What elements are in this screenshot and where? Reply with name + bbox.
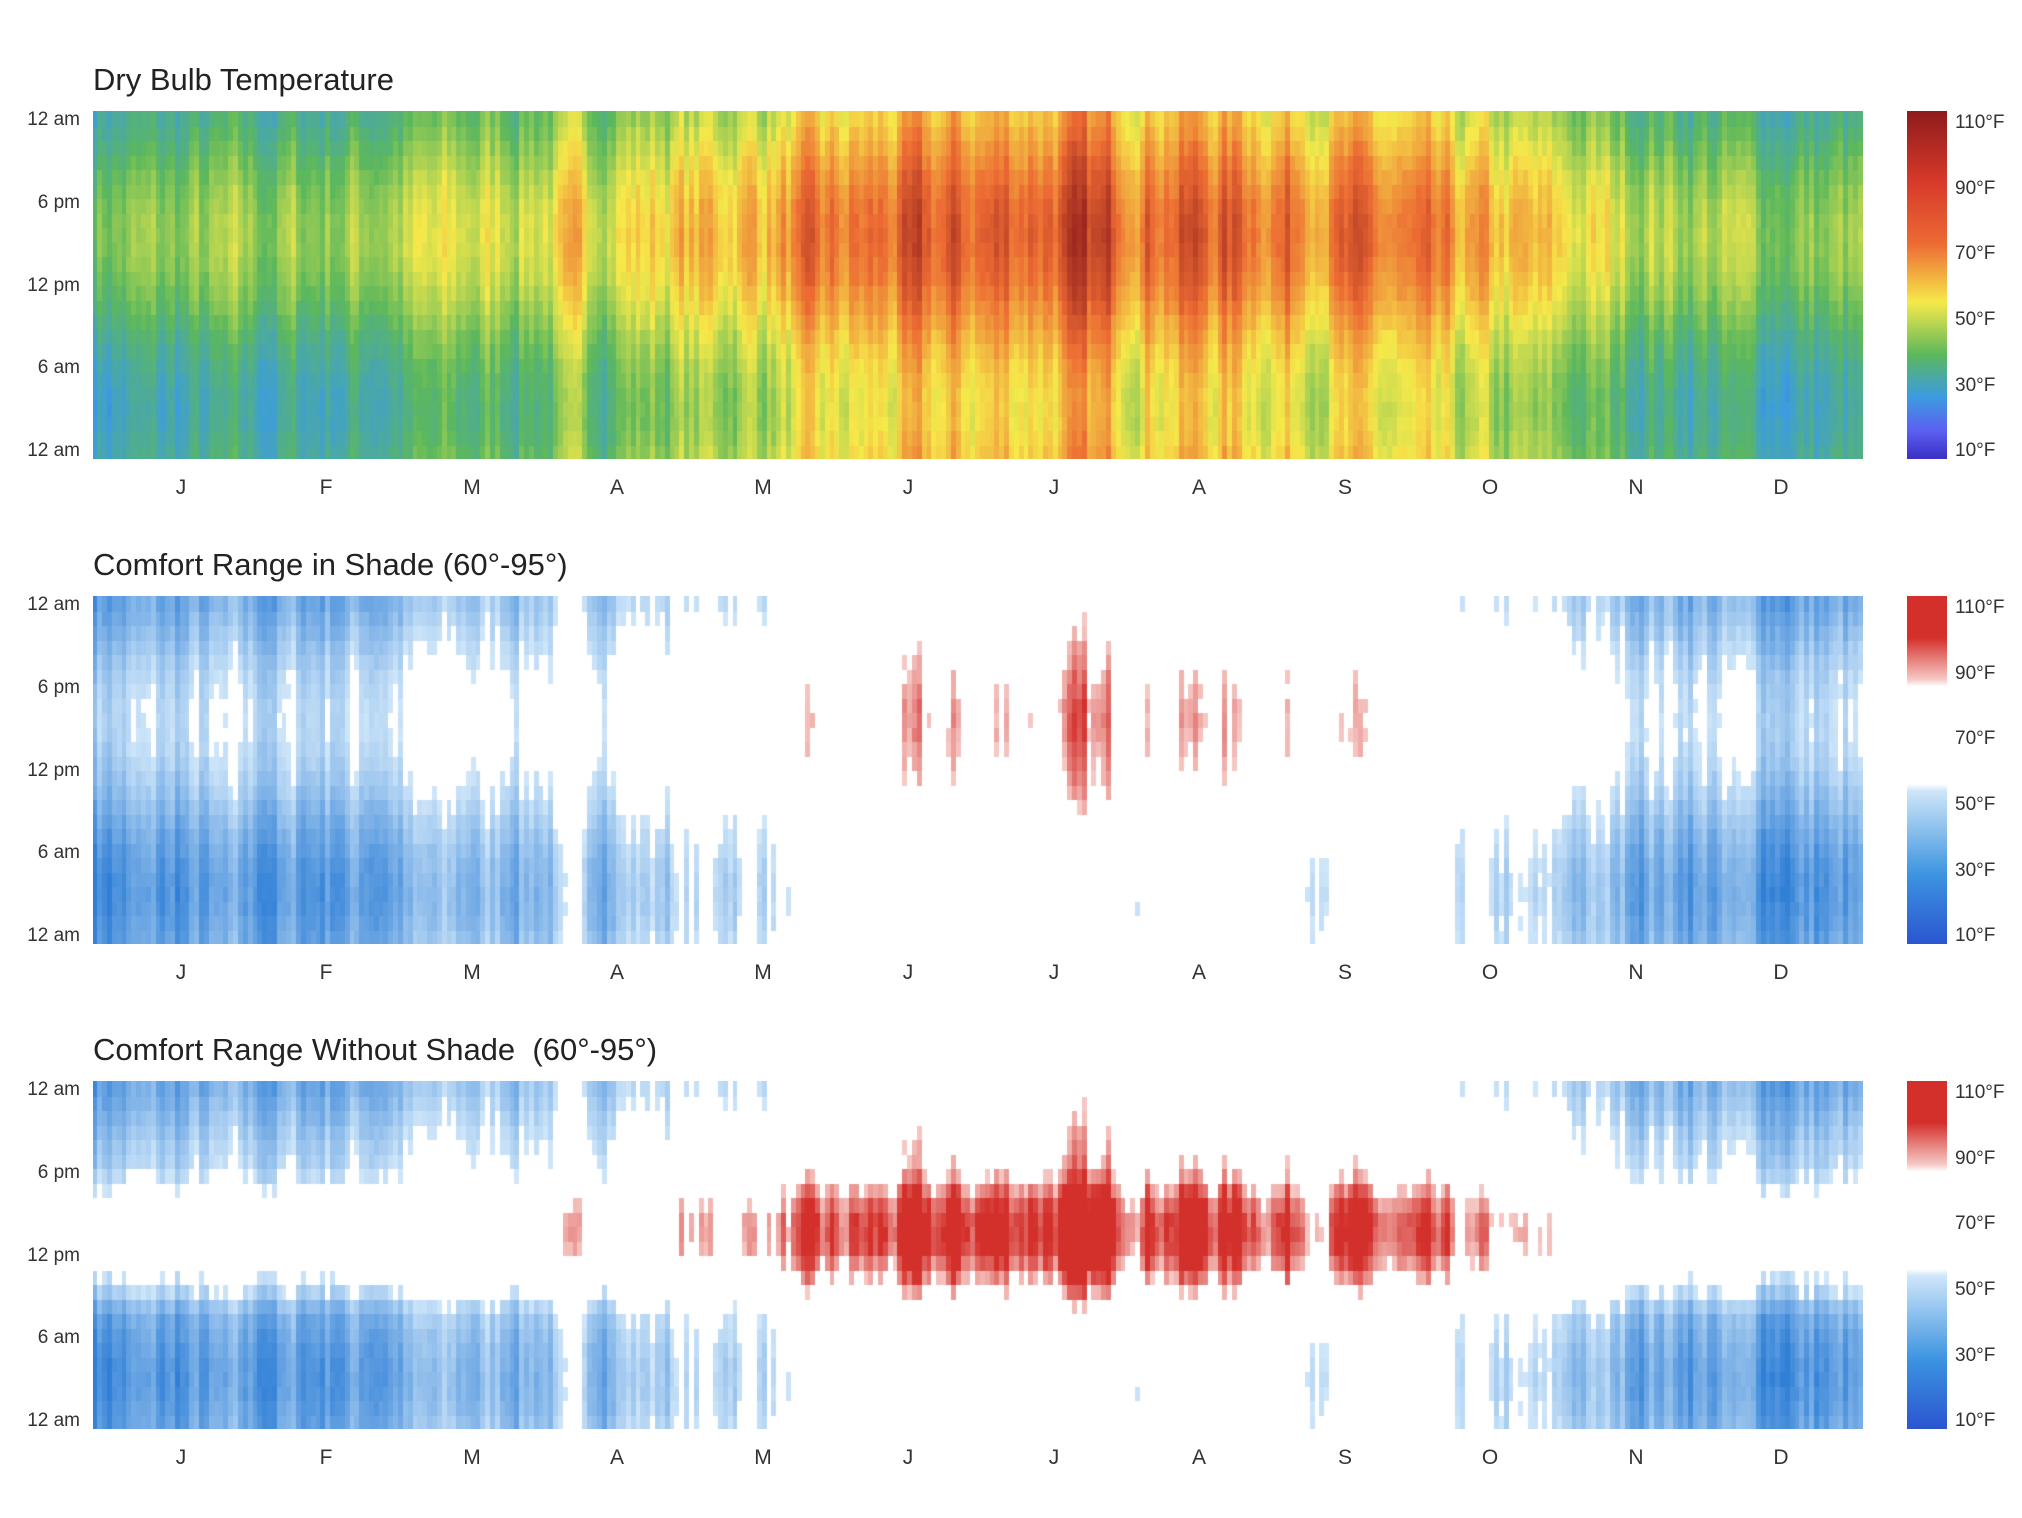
- x-tick-label: O: [1481, 476, 1499, 499]
- y-tick-label: 12 pm: [27, 1245, 80, 1266]
- x-tick-label: S: [1337, 476, 1352, 499]
- legend-label: 10°F: [1955, 440, 1996, 461]
- legend-label: 50°F: [1955, 794, 1996, 815]
- x-tick-label: M: [754, 1446, 772, 1469]
- x-tick-label: D: [1773, 1446, 1789, 1469]
- temperature-legend-bar: [1907, 111, 1947, 459]
- x-tick-label: S: [1337, 1446, 1352, 1469]
- y-tick-label: 6 pm: [37, 192, 80, 213]
- legend-label: 10°F: [1955, 1410, 1996, 1431]
- x-tick-label: J: [1048, 1446, 1060, 1469]
- x-tick-label: A: [1191, 476, 1206, 499]
- y-tick-label: 12 pm: [27, 760, 80, 781]
- x-tick-label: J: [902, 1446, 914, 1469]
- x-tick-label: F: [319, 961, 333, 984]
- x-tick-label: N: [1628, 476, 1644, 499]
- x-tick-label: S: [1337, 961, 1352, 984]
- x-tick-label: N: [1628, 961, 1644, 984]
- x-tick-label: A: [609, 476, 624, 499]
- x-tick-label: O: [1481, 1446, 1499, 1469]
- comfort-legend-bar: [1907, 1081, 1947, 1429]
- x-tick-label: A: [1191, 1446, 1206, 1469]
- x-tick-label: F: [319, 476, 333, 499]
- x-tick-label: A: [1191, 961, 1206, 984]
- x-tick-label: M: [754, 961, 772, 984]
- chart-title: Dry Bulb Temperature: [93, 62, 394, 97]
- y-tick-label: 6 am: [37, 357, 80, 378]
- x-tick-label: A: [609, 1446, 624, 1469]
- legend-label: 30°F: [1955, 1345, 1996, 1366]
- shade-comfort-heatmap: [93, 596, 1863, 944]
- x-tick-label: D: [1773, 961, 1789, 984]
- comfort-legend-bar: [1907, 596, 1947, 944]
- chart-title: Comfort Range in Shade (60°-95°): [93, 547, 568, 582]
- y-tick-label: 6 am: [37, 842, 80, 863]
- legend-label: 10°F: [1955, 925, 1996, 946]
- x-tick-label: J: [1048, 961, 1060, 984]
- x-tick-label: M: [754, 476, 772, 499]
- x-tick-label: M: [463, 1446, 481, 1469]
- sun-comfort-panel: Comfort Range Without Shade (60°-95°) 12…: [0, 1032, 2022, 1518]
- legend-label: 110°F: [1955, 597, 2005, 618]
- legend-label: 90°F: [1955, 178, 1996, 199]
- x-tick-label: J: [175, 1446, 187, 1469]
- sun-comfort-heatmap: [93, 1081, 1863, 1429]
- legend-label: 110°F: [1955, 112, 2005, 133]
- shade-comfort-panel: Comfort Range in Shade (60°-95°) 12 am 6…: [0, 547, 2022, 1033]
- legend-label: 30°F: [1955, 860, 1996, 881]
- legend-label: 90°F: [1955, 663, 1996, 684]
- x-tick-label: O: [1481, 961, 1499, 984]
- y-tick-label: 12 am: [27, 1079, 80, 1100]
- legend-label: 70°F: [1955, 243, 1996, 264]
- x-tick-label: J: [902, 961, 914, 984]
- legend-label: 50°F: [1955, 1279, 1996, 1300]
- y-tick-label: 12 am: [27, 109, 80, 130]
- x-tick-label: N: [1628, 1446, 1644, 1469]
- x-tick-label: M: [463, 476, 481, 499]
- legend-label: 70°F: [1955, 1213, 1996, 1234]
- x-tick-label: J: [175, 961, 187, 984]
- y-tick-label: 12 am: [27, 925, 80, 946]
- legend-label: 70°F: [1955, 728, 1996, 749]
- y-tick-label: 12 am: [27, 594, 80, 615]
- x-tick-label: F: [319, 1446, 333, 1469]
- x-tick-label: M: [463, 961, 481, 984]
- legend-label: 30°F: [1955, 375, 1996, 396]
- chart-title: Comfort Range Without Shade (60°-95°): [93, 1032, 658, 1067]
- legend-label: 50°F: [1955, 309, 1996, 330]
- x-tick-label: J: [175, 476, 187, 499]
- x-tick-label: J: [1048, 476, 1060, 499]
- dry-bulb-heatmap: [93, 111, 1863, 459]
- y-tick-label: 6 am: [37, 1327, 80, 1348]
- x-tick-label: A: [609, 961, 624, 984]
- x-tick-label: D: [1773, 476, 1789, 499]
- y-tick-label: 12 am: [27, 1410, 80, 1431]
- legend-label: 110°F: [1955, 1082, 2005, 1103]
- legend-label: 90°F: [1955, 1148, 1996, 1169]
- dry-bulb-panel: Dry Bulb Temperature 12 am 6 pm 12 pm 6 …: [0, 62, 2022, 548]
- y-tick-label: 6 pm: [37, 1162, 80, 1183]
- y-tick-label: 12 pm: [27, 275, 80, 296]
- y-tick-label: 12 am: [27, 440, 80, 461]
- y-tick-label: 6 pm: [37, 677, 80, 698]
- x-tick-label: J: [902, 476, 914, 499]
